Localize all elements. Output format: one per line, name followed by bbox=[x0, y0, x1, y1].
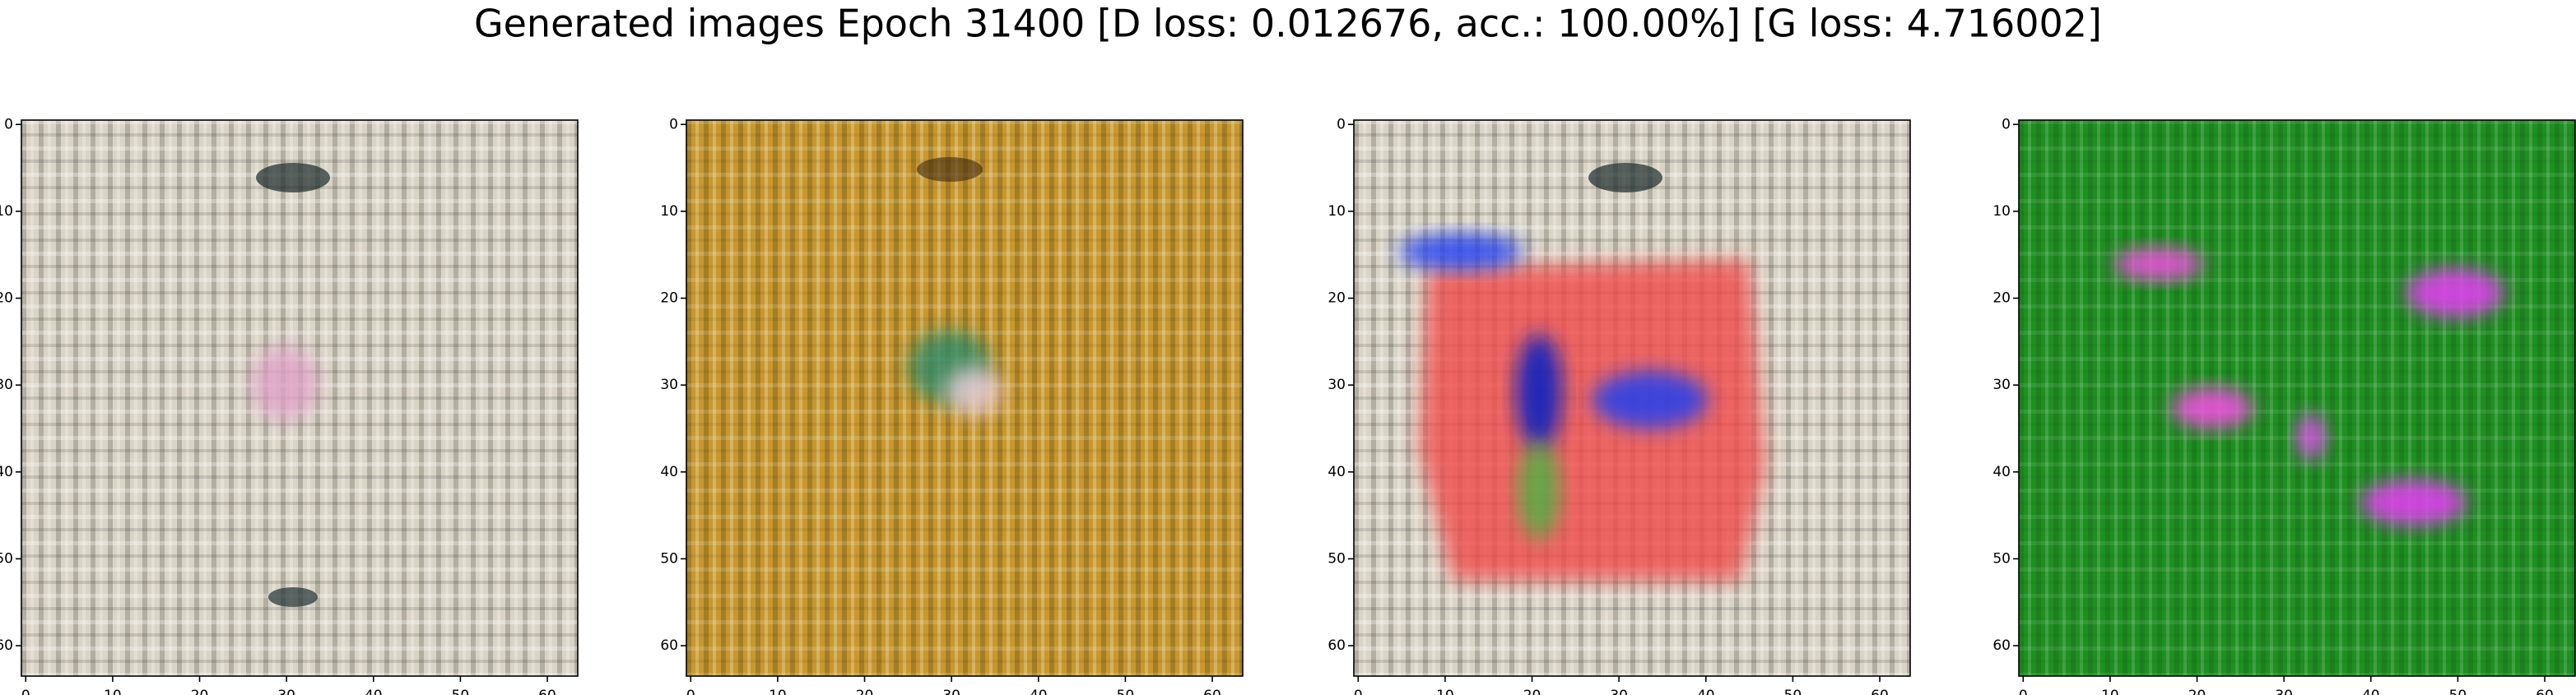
x-tick-label: 60 bbox=[1871, 688, 1889, 695]
y-tick-label: 20 bbox=[1328, 290, 1346, 307]
y-tick-label: 30 bbox=[660, 377, 678, 393]
y-tick-label: 40 bbox=[0, 464, 13, 480]
x-tick-label: 30 bbox=[942, 688, 960, 695]
x-tick-label: 40 bbox=[1030, 688, 1048, 695]
x-tick-label: 0 bbox=[686, 688, 695, 695]
x-tick-label: 30 bbox=[277, 688, 295, 695]
y-tick-label: 50 bbox=[1328, 550, 1346, 567]
x-tick-label: 20 bbox=[2188, 688, 2206, 695]
y-tick-label: 10 bbox=[1992, 203, 2011, 220]
x-tick-label: 30 bbox=[1610, 688, 1628, 695]
y-tick-label: 20 bbox=[0, 290, 13, 307]
x-tick-label: 50 bbox=[452, 688, 470, 695]
y-tick-label: 60 bbox=[1992, 637, 2011, 654]
x-tick-label: 50 bbox=[2449, 688, 2467, 695]
figure-title: Generated images Epoch 31400 [D loss: 0.… bbox=[474, 2, 2102, 46]
x-tick-label: 0 bbox=[2019, 688, 2028, 695]
x-tick-label: 0 bbox=[1354, 688, 1363, 695]
x-tick-label: 30 bbox=[2275, 688, 2293, 695]
generated-image bbox=[21, 120, 578, 676]
generated-image bbox=[686, 120, 1243, 676]
generated-image bbox=[1354, 120, 1910, 676]
x-tick-label: 10 bbox=[104, 688, 122, 695]
x-tick-label: 50 bbox=[1117, 688, 1135, 695]
axes-frame bbox=[21, 119, 579, 677]
y-tick-label: 10 bbox=[0, 203, 13, 220]
y-tick-label: 30 bbox=[0, 377, 13, 393]
x-tick-label: 10 bbox=[2101, 688, 2119, 695]
x-tick-label: 20 bbox=[191, 688, 209, 695]
y-tick-label: 60 bbox=[1328, 637, 1346, 654]
y-tick-label: 50 bbox=[0, 550, 13, 567]
x-tick-label: 10 bbox=[1436, 688, 1454, 695]
x-tick-label: 0 bbox=[21, 688, 30, 695]
generated-image bbox=[2019, 120, 2575, 676]
y-tick-label: 20 bbox=[1992, 290, 2011, 307]
x-tick-label: 60 bbox=[1203, 688, 1221, 695]
y-tick-label: 20 bbox=[660, 290, 678, 307]
x-tick-label: 10 bbox=[769, 688, 787, 695]
y-tick-label: 60 bbox=[660, 637, 678, 654]
axes-frame bbox=[2018, 119, 2576, 677]
x-tick-label: 20 bbox=[1523, 688, 1541, 695]
y-tick-label: 0 bbox=[2002, 116, 2011, 132]
x-tick-label: 60 bbox=[2536, 688, 2554, 695]
y-tick-label: 0 bbox=[669, 116, 678, 132]
x-tick-label: 40 bbox=[365, 688, 383, 695]
x-tick-label: 50 bbox=[1784, 688, 1802, 695]
axes-frame bbox=[686, 119, 1244, 677]
y-tick-label: 10 bbox=[660, 203, 678, 220]
y-tick-label: 60 bbox=[0, 637, 13, 654]
y-tick-label: 0 bbox=[4, 116, 13, 132]
y-tick-label: 50 bbox=[660, 550, 678, 567]
x-tick-label: 40 bbox=[2362, 688, 2380, 695]
y-tick-label: 40 bbox=[1992, 464, 2011, 480]
x-tick-label: 40 bbox=[1697, 688, 1715, 695]
y-tick-label: 50 bbox=[1992, 550, 2011, 567]
y-tick-label: 40 bbox=[1328, 464, 1346, 480]
x-tick-label: 60 bbox=[538, 688, 556, 695]
y-tick-label: 30 bbox=[1328, 377, 1346, 393]
y-tick-label: 10 bbox=[1328, 203, 1346, 220]
y-tick-label: 30 bbox=[1992, 377, 2011, 393]
axes-frame bbox=[1353, 119, 1911, 677]
y-tick-label: 0 bbox=[1337, 116, 1346, 132]
x-tick-label: 20 bbox=[856, 688, 874, 695]
y-tick-label: 40 bbox=[660, 464, 678, 480]
